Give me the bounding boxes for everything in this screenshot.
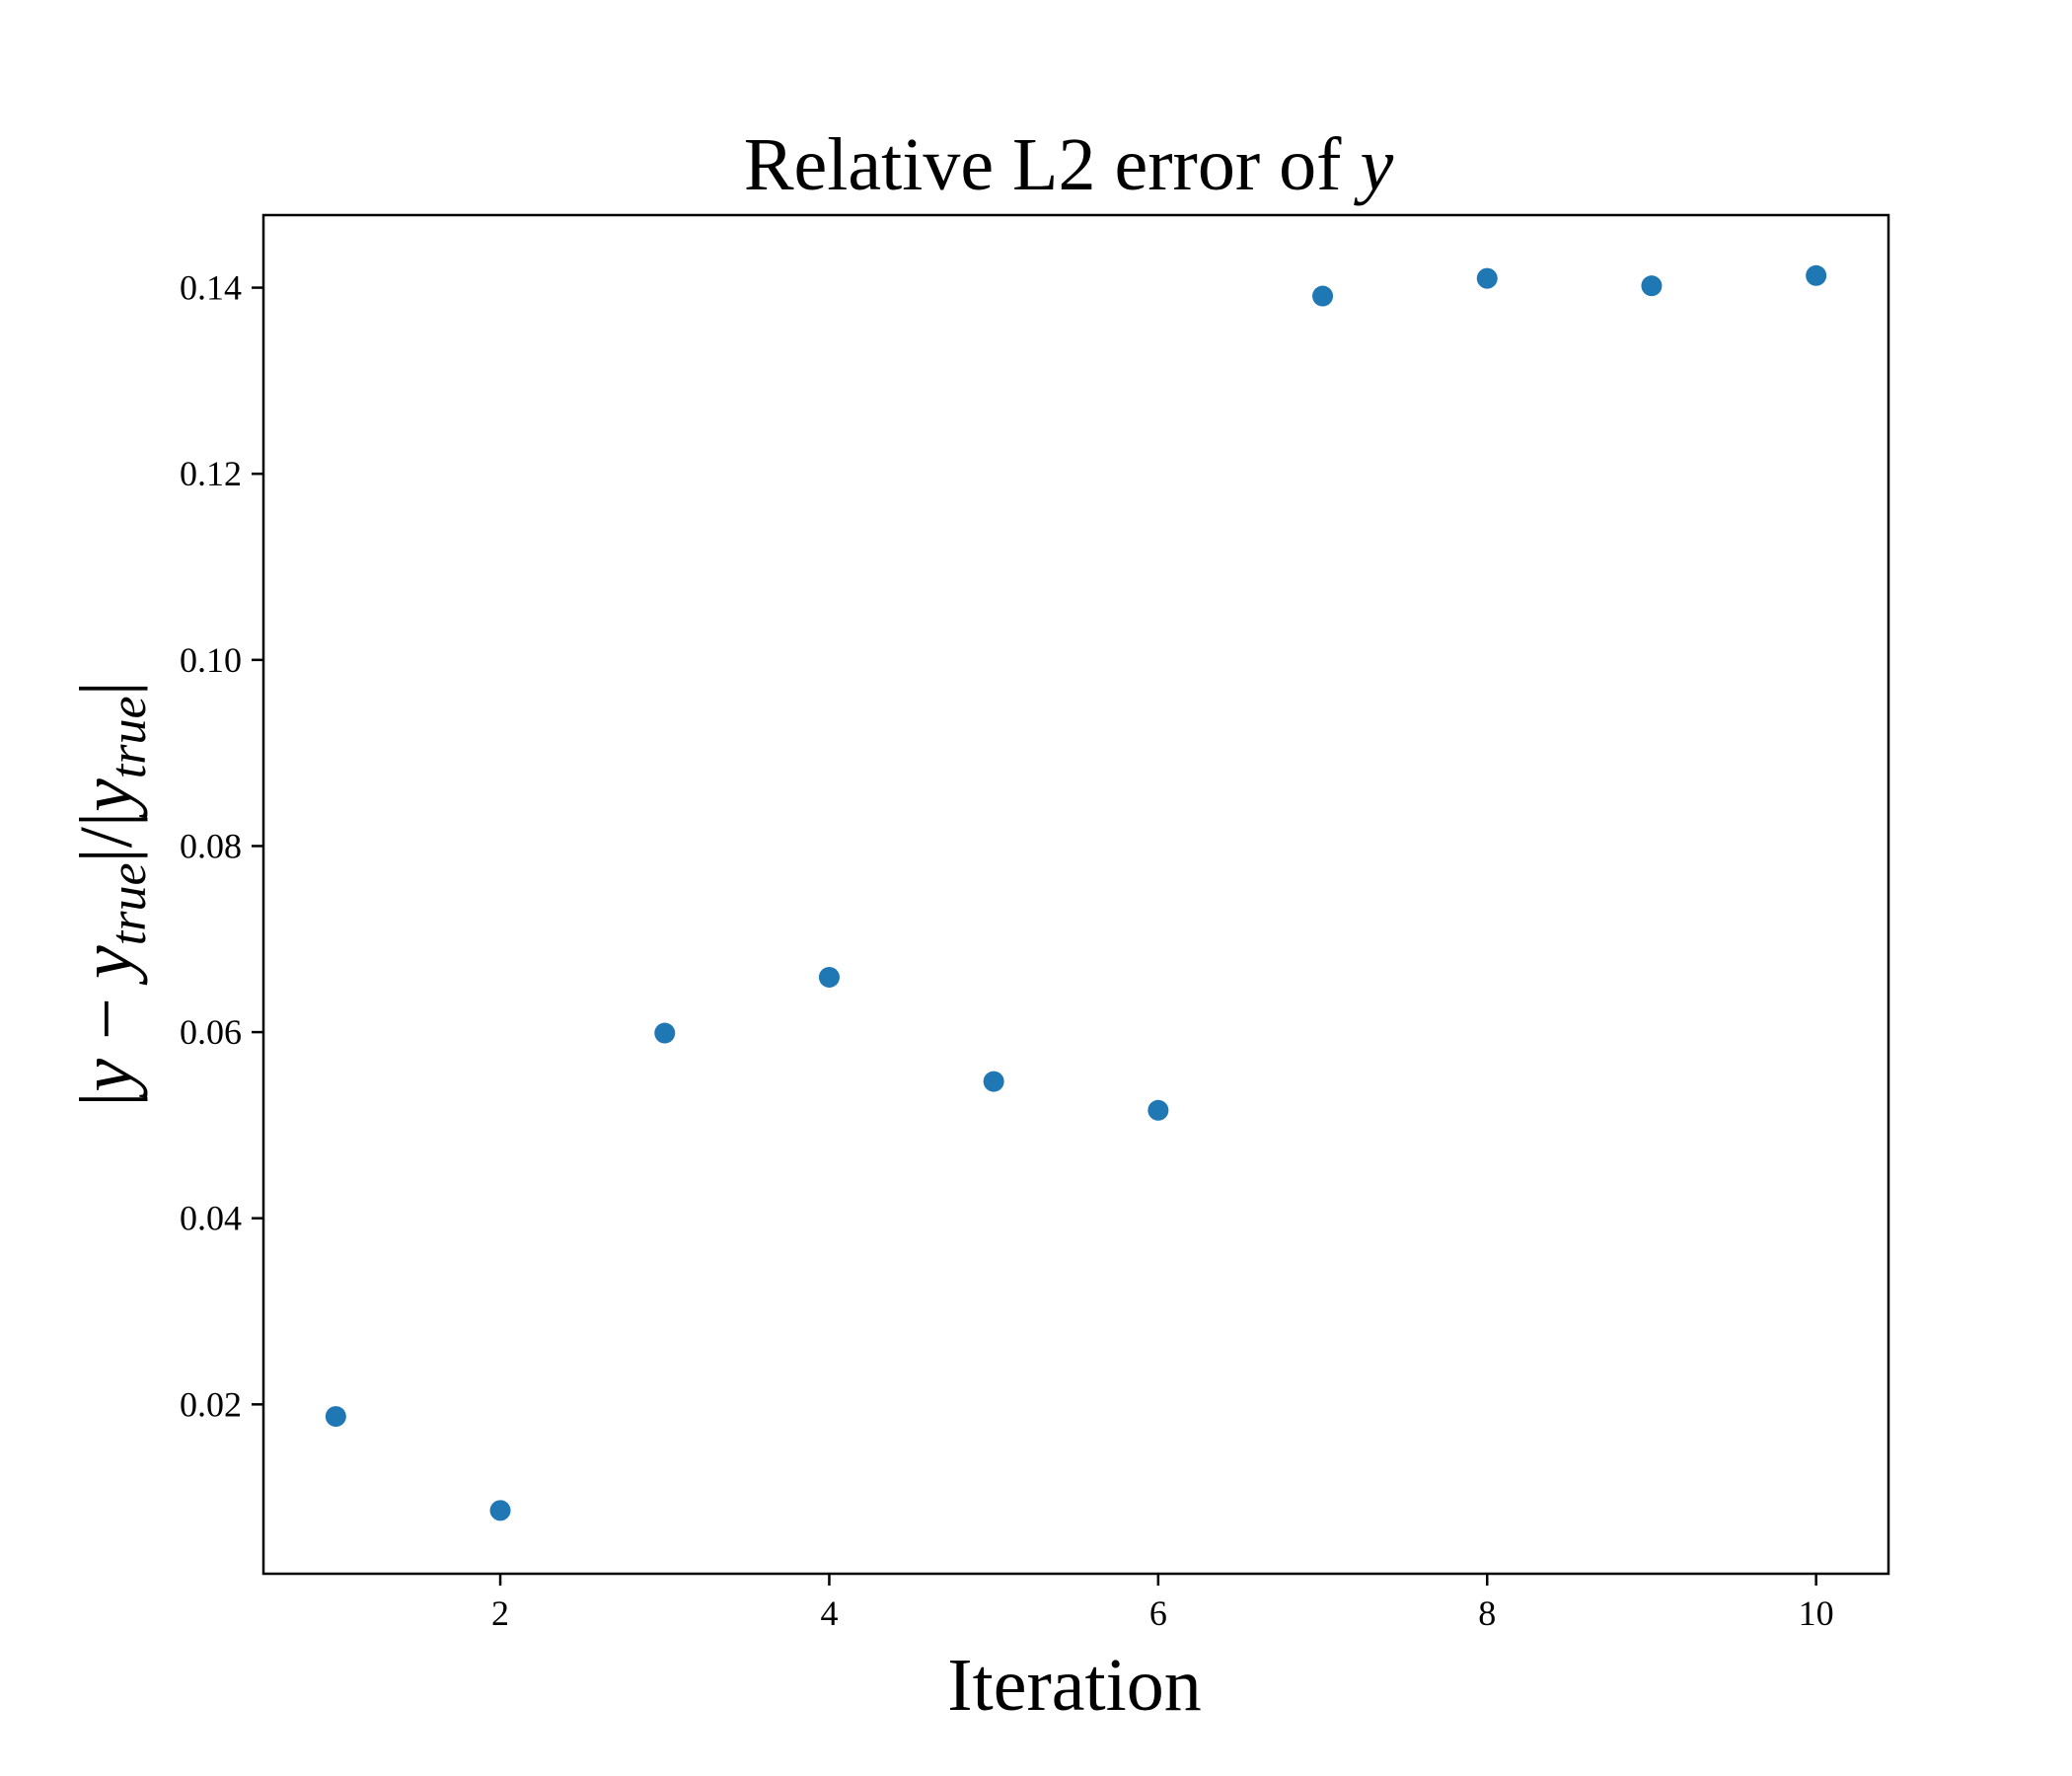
y-tick-label: 0.10 — [180, 640, 242, 680]
y-axis: 0.02 0.04 0.06 0.08 0.10 0.12 0.14 — [180, 268, 263, 1424]
data-point — [1476, 267, 1498, 289]
y-label-sub1: true — [101, 862, 157, 945]
y-tick-label: 0.04 — [180, 1199, 242, 1238]
x-tick-label: 6 — [1149, 1593, 1167, 1633]
plot-frame — [261, 213, 1890, 1576]
y-label-mid: |/| — [65, 812, 148, 863]
y-tick-label: 0.02 — [180, 1384, 242, 1424]
scatter-series — [325, 264, 1827, 1521]
x-tick-label: 2 — [491, 1593, 509, 1633]
x-tick-label: 8 — [1478, 1593, 1496, 1633]
y-tick-label: 0.12 — [180, 454, 242, 493]
y-label-y3: y — [65, 778, 148, 819]
y-axis-label: |y − ytrue|/|ytrue| — [65, 681, 157, 1107]
chart-title: Relative L2 error of y — [744, 123, 1394, 206]
y-tick-label: 0.06 — [180, 1012, 242, 1052]
y-label-close: | — [65, 681, 148, 696]
y-tick-label: 0.08 — [180, 826, 242, 865]
x-tick-label: 10 — [1799, 1593, 1834, 1633]
y-tick-label: 0.14 — [180, 268, 242, 308]
y-label-minus: − — [65, 979, 148, 1059]
data-point — [1641, 275, 1663, 297]
y-label-y2: y — [65, 945, 148, 986]
data-point — [654, 1022, 676, 1044]
y-label-y1: y — [65, 1059, 148, 1099]
chart-title-prefix: Relative L2 error of — [744, 123, 1361, 206]
y-label-sub2: true — [101, 696, 157, 778]
data-point — [1806, 264, 1827, 286]
data-point — [1312, 285, 1334, 307]
x-tick-label: 4 — [820, 1593, 838, 1633]
data-point — [325, 1406, 346, 1428]
data-point — [983, 1071, 1004, 1092]
data-point — [489, 1500, 511, 1521]
x-axis-label: Iteration — [947, 1644, 1201, 1727]
data-point — [818, 966, 840, 988]
y-label-open: | — [65, 1092, 148, 1107]
chart-title-var: y — [1353, 123, 1393, 206]
x-axis: 2 4 6 8 10 — [491, 1574, 1834, 1633]
data-point — [1147, 1099, 1169, 1121]
